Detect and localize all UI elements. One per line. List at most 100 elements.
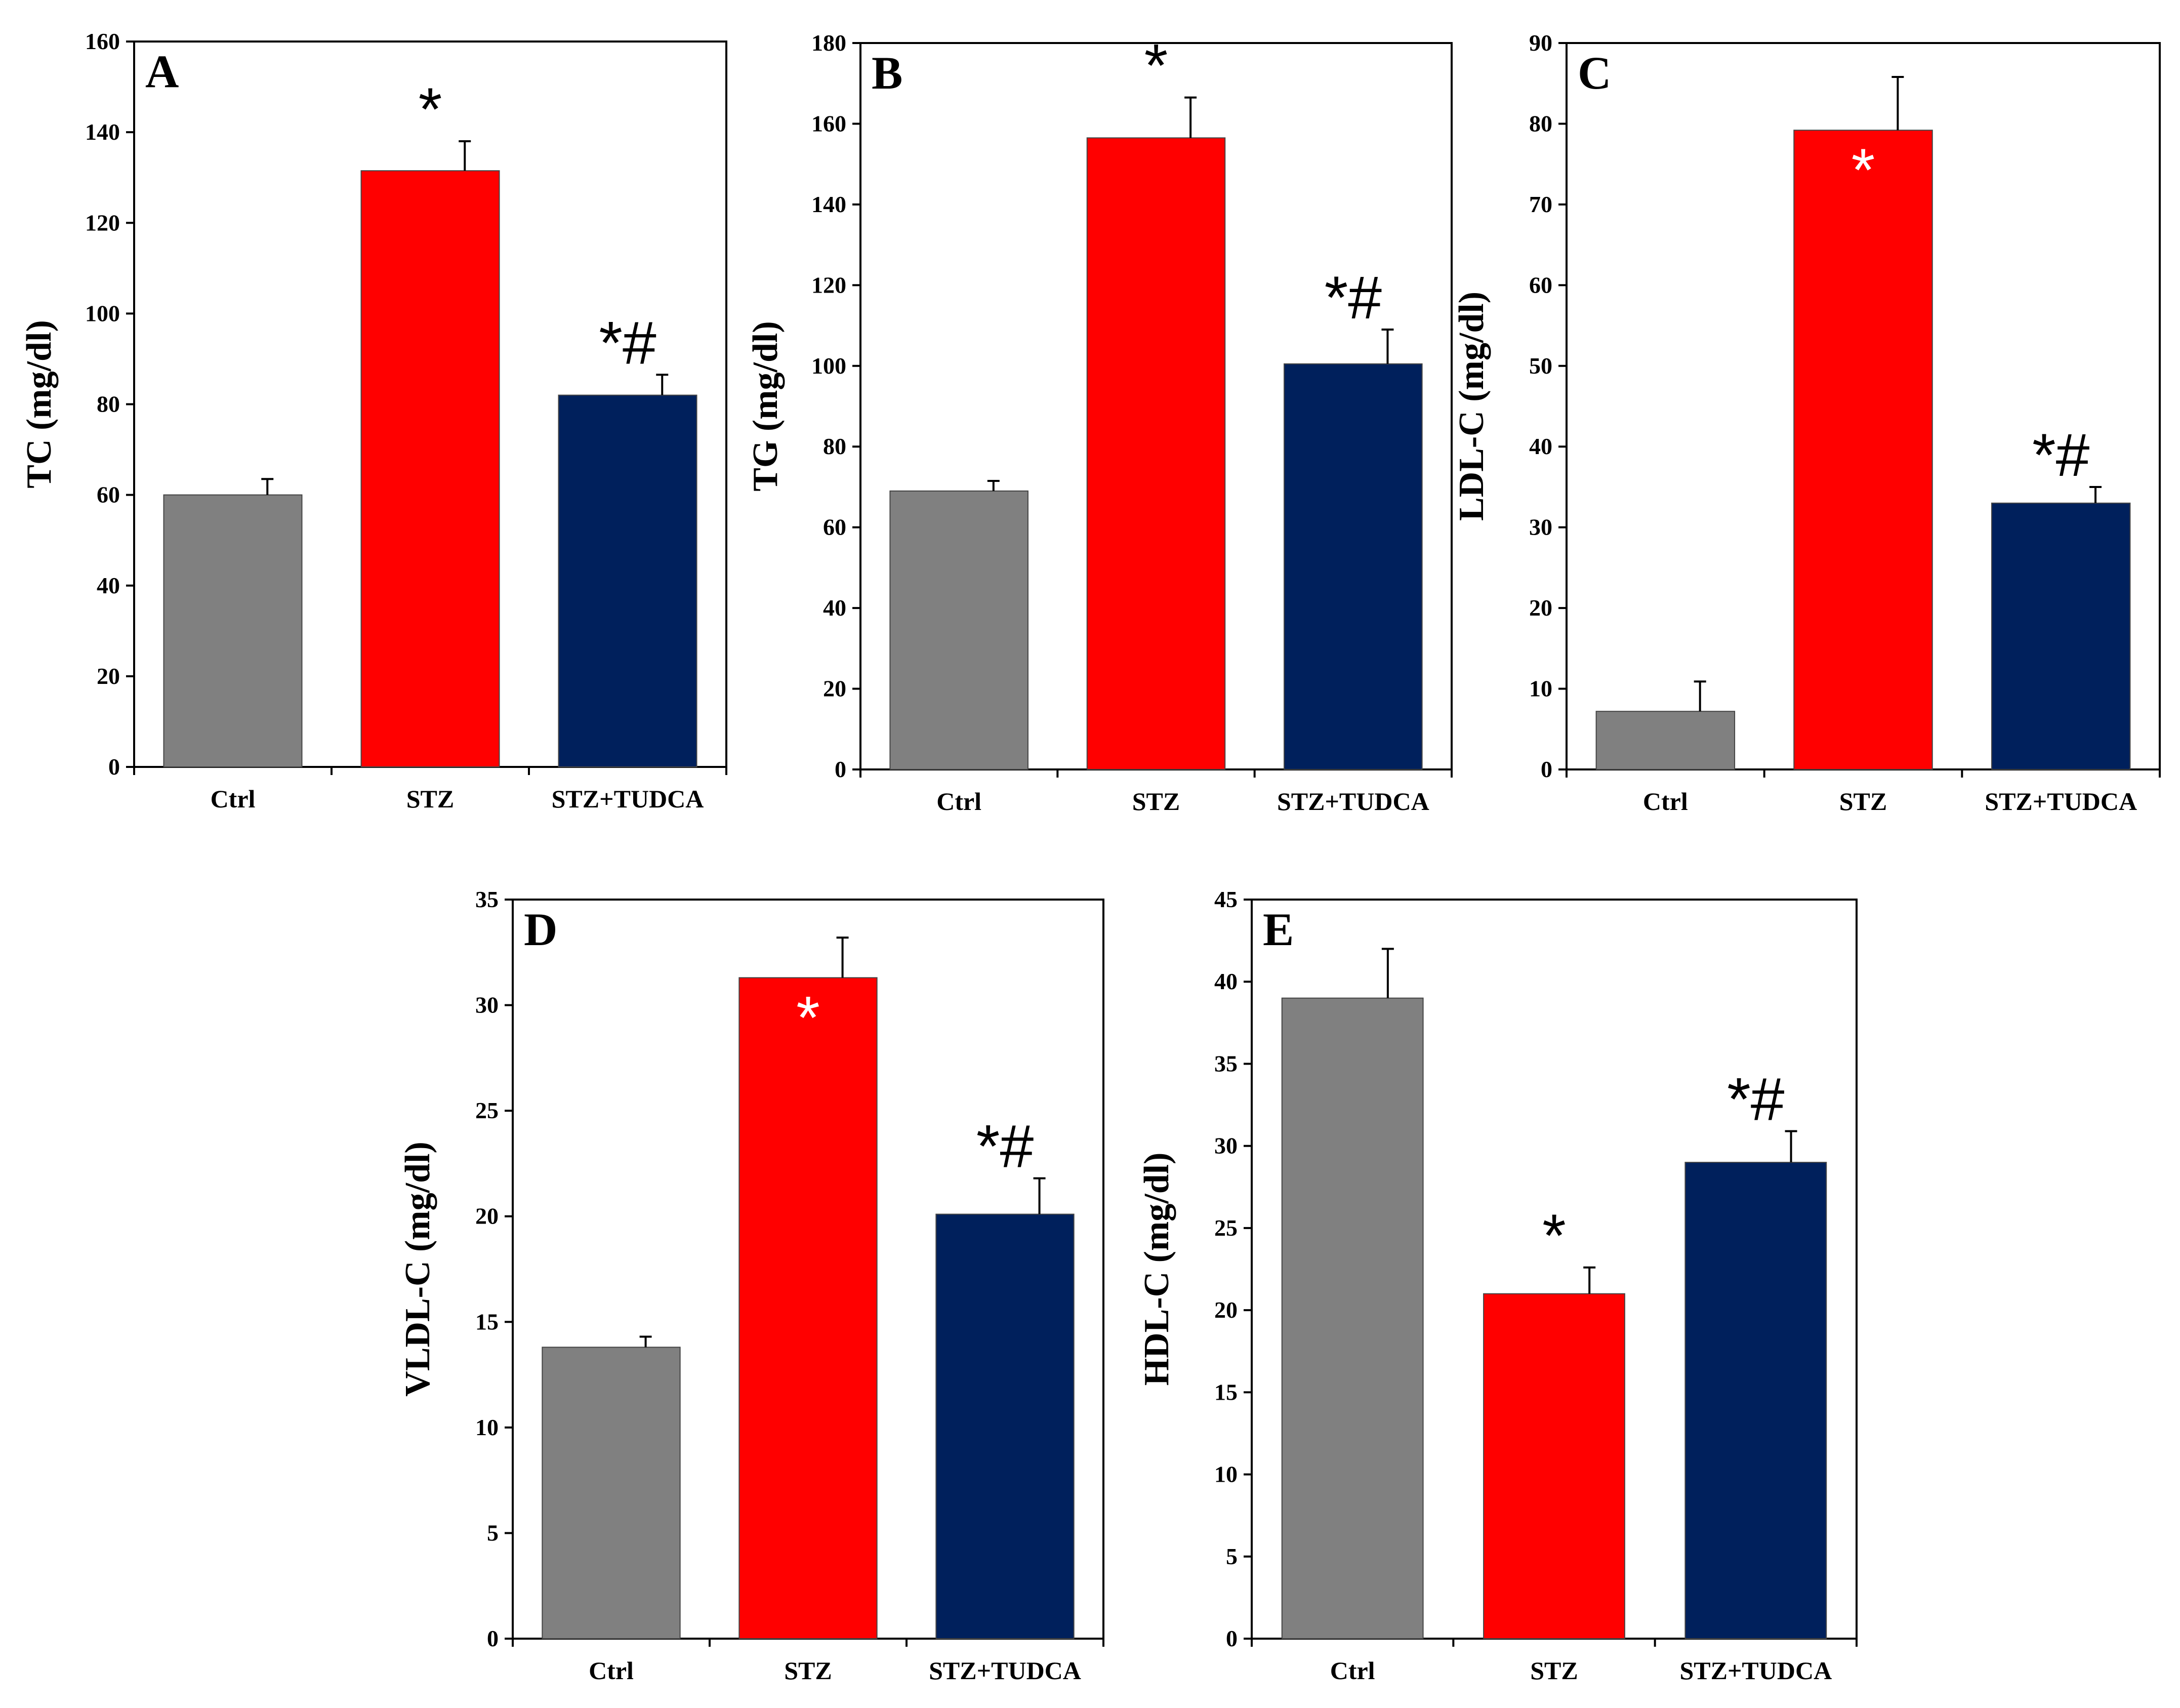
y-tick-label: 0	[108, 754, 120, 780]
x-category-label: Ctrl	[1643, 787, 1688, 816]
y-tick-label: 0	[1541, 756, 1552, 782]
x-category-label: STZ	[406, 785, 455, 813]
y-tick-label: 20	[823, 676, 846, 702]
x-category-label: STZ	[1530, 1656, 1578, 1685]
y-tick-label: 25	[1214, 1215, 1238, 1241]
significance-marker: *	[419, 75, 442, 143]
bar-stz	[738, 977, 878, 1639]
bar-stz	[1793, 130, 1933, 770]
y-axis-label: LDL-C (mg/dl)	[1452, 292, 1491, 521]
bar-stz-tudca	[558, 394, 697, 767]
y-tick-label: 80	[823, 433, 846, 459]
significance-marker: *	[1542, 1202, 1566, 1270]
panel-b: 0 20 40 60 80 100 120 140 160 180 Ctrl * STZ *# STZ+TU…	[746, 30, 1453, 816]
y-axis-label: VLDL-C (mg/dl)	[398, 1142, 437, 1397]
significance-marker: *#	[976, 1113, 1034, 1181]
bar-ctrl	[1595, 711, 1736, 770]
y-tick-label: 20	[1214, 1297, 1238, 1323]
x-category-label: Ctrl	[936, 787, 981, 816]
y-tick-label: 20	[475, 1203, 499, 1229]
panel-letter: B	[872, 47, 902, 99]
significance-marker: *	[796, 984, 820, 1051]
panel-c: 0 10 20 30 40 50 60 70 80 90 Ctrl * STZ *# STZ+TUDCA LD…	[1452, 30, 2161, 816]
y-tick-label: 120	[85, 210, 120, 235]
y-tick-label: 20	[1529, 595, 1552, 621]
y-tick-label: 10	[1214, 1461, 1238, 1487]
y-tick-label: 0	[835, 756, 846, 782]
y-tick-label: 40	[97, 573, 120, 598]
y-axis-label: HDL-C (mg/dl)	[1137, 1153, 1176, 1386]
y-tick-label: 180	[811, 30, 846, 56]
y-tick-label: 5	[487, 1520, 499, 1546]
bar-ctrl	[889, 490, 1029, 770]
significance-marker: *#	[1325, 264, 1382, 332]
y-tick-label: 15	[475, 1309, 499, 1334]
panel-letter: C	[1578, 47, 1611, 99]
y-tick-label: 80	[97, 391, 120, 417]
panel-d: 0 5 10 15 20 25 30 35 Ctrl * STZ *# STZ+TUDCA VLDL-C …	[398, 886, 1104, 1685]
y-tick-label: 40	[823, 595, 846, 621]
y-tick-label: 80	[1529, 110, 1552, 136]
x-category-label: STZ	[1132, 787, 1180, 816]
y-tick-label: 40	[1214, 968, 1238, 994]
y-tick-label: 160	[811, 110, 846, 136]
x-category-label: STZ	[784, 1656, 832, 1685]
y-tick-label: 140	[85, 119, 120, 145]
y-tick-label: 35	[475, 886, 499, 912]
y-tick-label: 0	[487, 1625, 499, 1651]
bar-ctrl	[542, 1347, 681, 1639]
y-tick-label: 25	[475, 1097, 499, 1123]
bar-stz-tudca	[1991, 502, 2131, 770]
y-tick-label: 10	[475, 1414, 499, 1440]
significance-marker: *#	[1727, 1065, 1785, 1133]
y-tick-label: 90	[1529, 30, 1552, 56]
y-tick-label: 100	[85, 300, 120, 326]
bar-stz-tudca	[935, 1213, 1075, 1640]
y-axis-label: TG (mg/dl)	[746, 321, 785, 491]
y-tick-label: 40	[1529, 433, 1552, 459]
significance-marker: *#	[2032, 421, 2090, 489]
bar-ctrl	[1281, 997, 1424, 1639]
y-tick-label: 60	[97, 482, 120, 508]
y-tick-label: 20	[97, 663, 120, 689]
y-tick-label: 30	[1529, 514, 1552, 540]
panel-e: 0 5 10 15 20 25 30 35 40 45 Ctrl * STZ *# STZ+TUDCA HDL…	[1137, 886, 1858, 1685]
x-category-label: Ctrl	[1330, 1656, 1375, 1685]
y-tick-label: 35	[1214, 1050, 1238, 1076]
y-tick-label: 70	[1529, 191, 1552, 217]
y-axis-label: TC (mg/dl)	[20, 320, 59, 489]
x-category-label: STZ+TUDCA	[929, 1656, 1081, 1685]
x-category-label: STZ+TUDCA	[1679, 1656, 1832, 1685]
bar-stz-tudca	[1284, 363, 1423, 770]
y-tick-label: 160	[85, 28, 120, 54]
panel-letter: A	[145, 46, 179, 97]
significance-marker: *	[1144, 32, 1168, 100]
y-tick-label: 50	[1529, 353, 1552, 379]
x-category-label: STZ+TUDCA	[552, 785, 704, 813]
x-category-label: Ctrl	[589, 1656, 634, 1685]
bar-stz	[360, 170, 500, 767]
y-tick-label: 10	[1529, 676, 1552, 702]
y-tick-label: 100	[811, 353, 846, 379]
bar-stz	[1483, 1293, 1625, 1640]
x-category-label: STZ+TUDCA	[1277, 787, 1429, 816]
panel-letter: D	[524, 904, 557, 955]
panel-letter: E	[1263, 904, 1294, 955]
y-tick-label: 120	[811, 272, 846, 298]
panel-a: 0 20 40 60 80 100 120 140 160 Ctrl * STZ *# STZ+TUDCA…	[20, 28, 727, 813]
significance-marker: *	[1852, 136, 1875, 204]
y-tick-label: 0	[1226, 1625, 1238, 1651]
y-tick-label: 45	[1214, 886, 1238, 912]
y-tick-label: 30	[475, 992, 499, 1018]
y-tick-label: 30	[1214, 1133, 1238, 1159]
x-category-label: Ctrl	[211, 785, 256, 813]
y-tick-label: 15	[1214, 1379, 1238, 1405]
x-category-label: STZ	[1839, 787, 1887, 816]
significance-marker: *#	[599, 309, 656, 377]
bar-stz	[1086, 137, 1226, 770]
x-category-label: STZ+TUDCA	[1985, 787, 2137, 816]
y-tick-label: 60	[1529, 272, 1552, 298]
y-tick-label: 140	[811, 191, 846, 217]
bar-stz-tudca	[1684, 1162, 1827, 1639]
